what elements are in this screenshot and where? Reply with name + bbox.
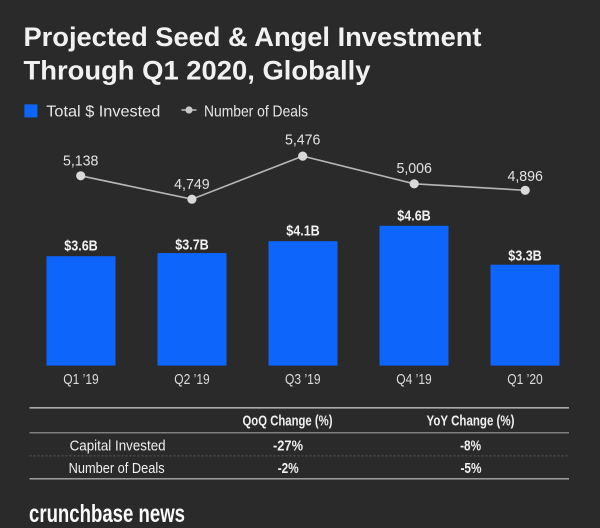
svg-text:5,006: 5,006	[396, 160, 432, 177]
svg-text:-5%: -5%	[461, 460, 482, 477]
svg-text:5,138: 5,138	[63, 152, 99, 169]
svg-text:Q4 ’19: Q4 ’19	[396, 371, 432, 388]
svg-text:Q1 ’19: Q1 ’19	[63, 371, 99, 388]
svg-text:Total $ Invested: Total $ Invested	[46, 104, 160, 121]
svg-text:$3.6B: $3.6B	[64, 238, 98, 255]
svg-text:crunchbase news: crunchbase news	[29, 500, 185, 528]
svg-text:QoQ Change (%): QoQ Change (%)	[243, 413, 333, 430]
svg-text:Projected Seed & Angel Investm: Projected Seed & Angel Investment	[24, 22, 482, 52]
svg-text:Q1 ’20: Q1 ’20	[507, 371, 543, 388]
svg-text:YoY Change (%): YoY Change (%)	[427, 413, 515, 430]
svg-text:-8%: -8%	[460, 437, 481, 454]
svg-text:Capital Invested: Capital Invested	[70, 437, 166, 454]
svg-text:$3.3B: $3.3B	[508, 247, 542, 264]
svg-text:Through Q1 2020, Globally: Through Q1 2020, Globally	[24, 55, 371, 85]
svg-text:Number of Deals: Number of Deals	[69, 460, 165, 477]
svg-text:-2%: -2%	[278, 460, 299, 477]
svg-text:Q2 ’19: Q2 ’19	[174, 371, 210, 388]
svg-text:4,896: 4,896	[507, 168, 543, 185]
svg-text:$3.7B: $3.7B	[175, 236, 209, 253]
svg-text:$4.6B: $4.6B	[397, 207, 431, 224]
svg-text:5,476: 5,476	[285, 132, 321, 149]
svg-text:$4.1B: $4.1B	[286, 223, 320, 240]
svg-text:Q3 ’19: Q3 ’19	[285, 371, 321, 388]
svg-text:4,749: 4,749	[174, 176, 210, 193]
svg-text:Number of Deals: Number of Deals	[204, 104, 308, 121]
svg-text:-27%: -27%	[273, 437, 303, 454]
